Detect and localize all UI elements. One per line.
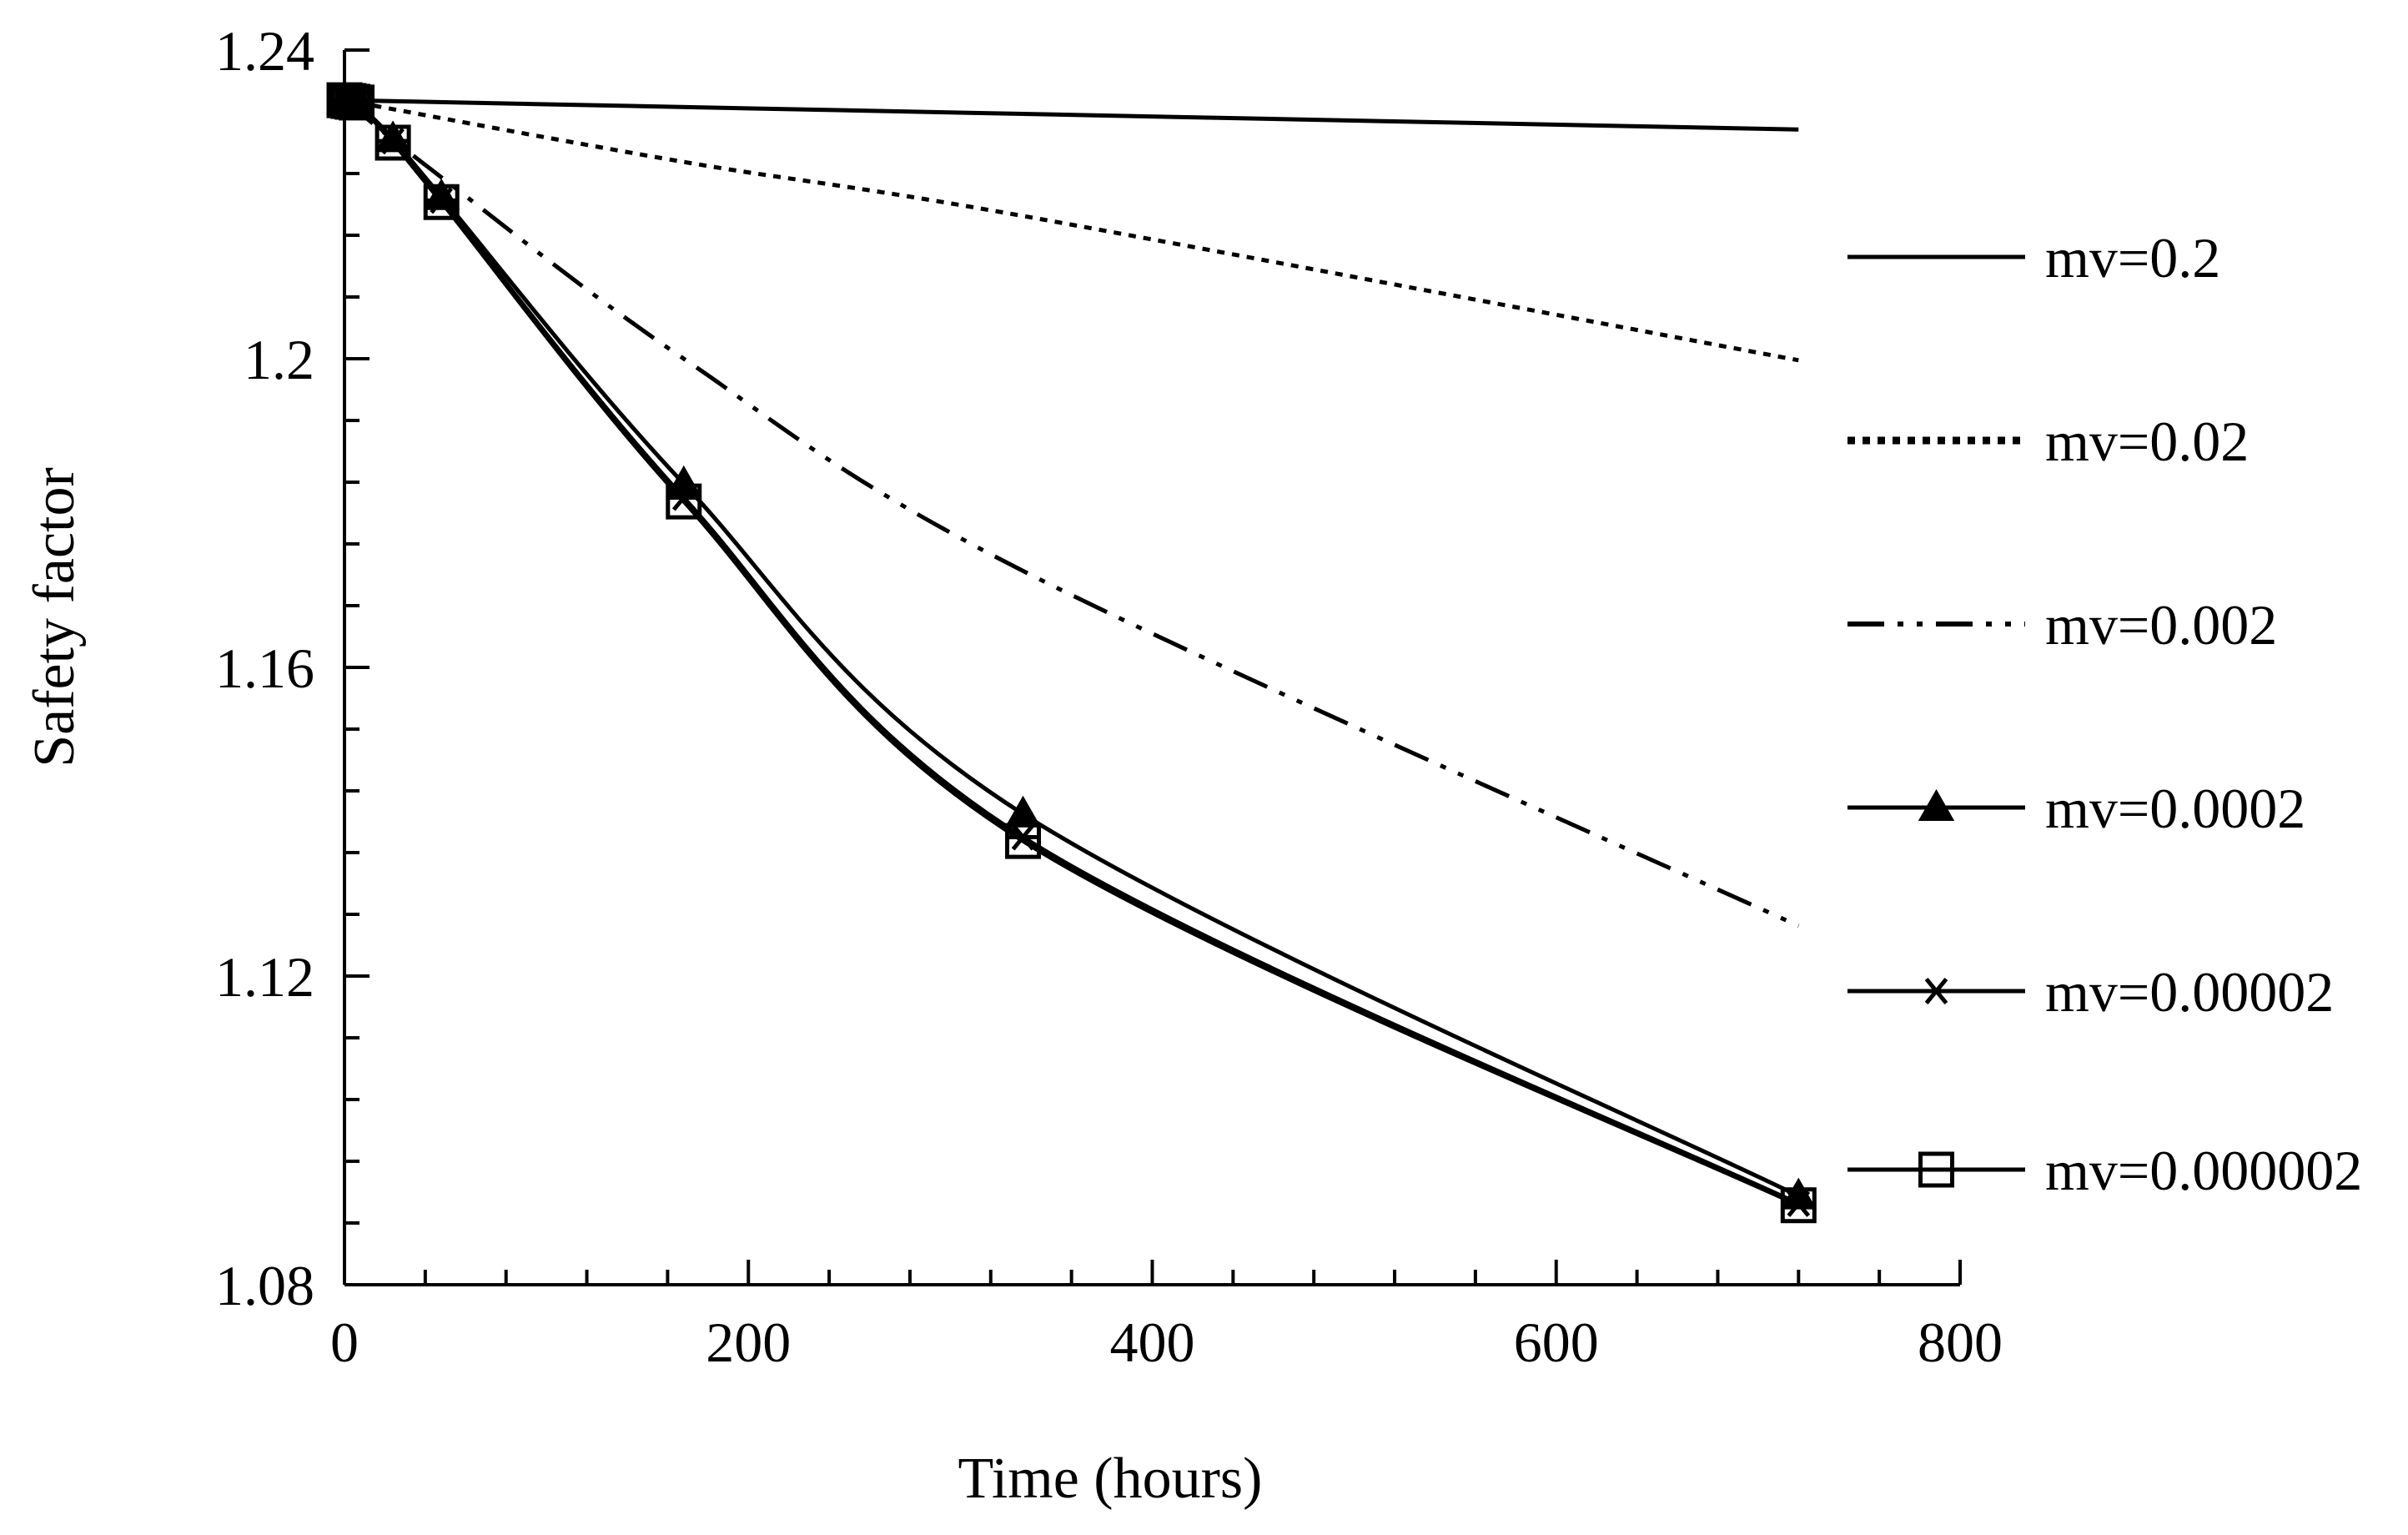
data-point-marker <box>375 124 411 161</box>
legend-item: mv=0.002 <box>1847 593 2277 657</box>
legend-item: mv=0.2 <box>1847 226 2220 289</box>
legend-marker <box>1918 1151 1954 1188</box>
series-line <box>344 97 1800 1207</box>
ticks <box>343 48 1962 1286</box>
data-point-marker <box>666 483 702 520</box>
x-axis-title: Time (hours) <box>958 1447 1263 1511</box>
legend-label: mv=0.2 <box>2045 226 2220 289</box>
y-tick-label: 1.08 <box>215 1254 314 1317</box>
series-line <box>344 98 1799 363</box>
y-tick-label: 1.24 <box>215 19 314 83</box>
y-tick-label: 1.16 <box>215 637 314 700</box>
legend-label: mv=0.02 <box>2045 410 2249 473</box>
legend-label: mv=0.00002 <box>2045 960 2334 1024</box>
legend-marker <box>1918 788 1955 821</box>
legend-item: mv=0.02 <box>1847 410 2249 473</box>
legend: mv=0.2 mv=0.02 mv=0.002 mv=0.0002 mv=0.00002… <box>1847 226 2362 1202</box>
series-1 <box>344 98 1799 132</box>
series-3 <box>343 98 1800 929</box>
series-2 <box>344 98 1799 363</box>
y-axis-title: Safety factor <box>23 467 87 768</box>
data-point-marker <box>1780 1187 1817 1224</box>
series-6 <box>326 82 1817 1224</box>
data-point-marker <box>375 120 411 153</box>
x-tick-label: 200 <box>706 1311 791 1374</box>
plot-area <box>326 82 1817 1224</box>
data-point-marker <box>423 184 460 220</box>
legend-marker <box>1922 977 1951 1005</box>
legend-item: mv=0.000002 <box>1847 1139 2362 1202</box>
legend-label: mv=0.0002 <box>2045 777 2305 840</box>
x-tick-label: 800 <box>1918 1311 2003 1374</box>
data-point-marker <box>1005 823 1042 859</box>
x-tick-label: 600 <box>1514 1311 1599 1374</box>
legend-label: mv=0.002 <box>2045 593 2277 657</box>
tick-labels: 0 200 400 600 800 1.08 1.12 1.16 1.2 1.24 <box>215 19 2003 1374</box>
data-point-marker <box>669 484 698 511</box>
series-line <box>343 98 1800 929</box>
legend-item: mv=0.0002 <box>1847 777 2305 840</box>
legend-item: mv=0.00002 <box>1847 960 2334 1024</box>
y-tick-label: 1.12 <box>215 945 314 1009</box>
x-tick-label: 0 <box>330 1311 359 1374</box>
data-point-marker <box>339 84 375 121</box>
y-tick-label: 1.2 <box>244 328 314 391</box>
series-line <box>344 98 1799 132</box>
legend-label: mv=0.000002 <box>2045 1139 2362 1202</box>
x-tick-label: 400 <box>1110 1311 1195 1374</box>
